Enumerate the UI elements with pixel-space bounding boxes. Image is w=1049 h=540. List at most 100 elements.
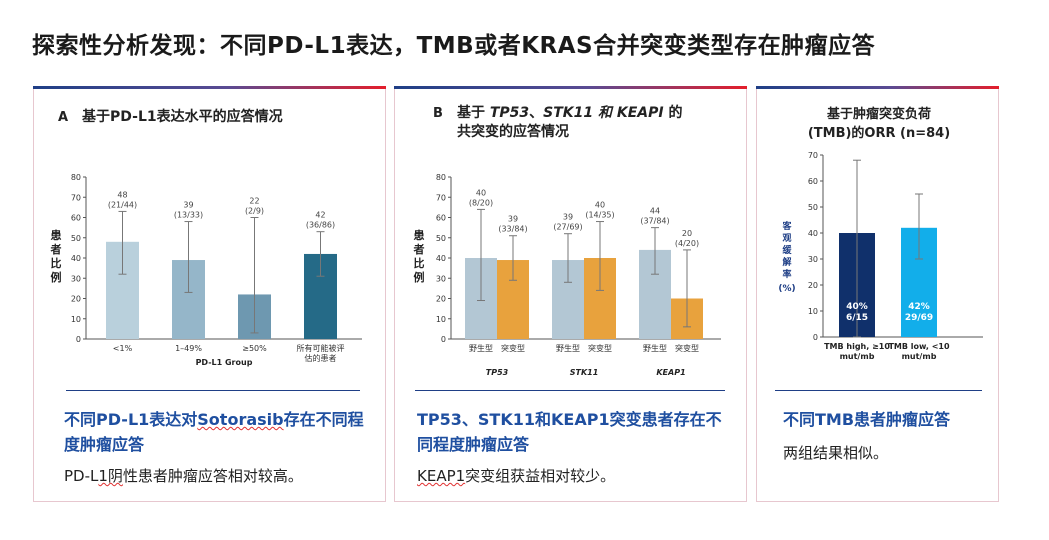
y-axis-label-char: 比 xyxy=(414,256,425,270)
chart-title-part: 、 xyxy=(529,105,543,121)
headline-drug-name: Sotorasib xyxy=(197,410,284,429)
x-tick-label: mut/mb xyxy=(902,352,937,361)
chart-title-line2: (TMB)的ORR (n=84) xyxy=(808,125,950,141)
x-tick-label: mut/mb xyxy=(840,352,875,361)
panel-top-bar xyxy=(394,86,747,89)
y-tick-label: 60 xyxy=(808,177,818,186)
chart-title: 基于肿瘤突变负荷 xyxy=(826,106,931,122)
chart-title-part: 基于 xyxy=(457,104,490,121)
x-subcategory-label: 野生型 xyxy=(469,343,493,353)
data-sublabel: (37/84) xyxy=(640,217,669,226)
data-sublabel: (2/9) xyxy=(245,207,264,216)
x-tick-label: TMB high, ≥10 xyxy=(824,342,890,351)
y-axis-label-char: 患 xyxy=(51,228,62,242)
x-group-label: STK11 xyxy=(570,368,599,377)
headline-text-tail: 存在不同程度肿瘤应答 xyxy=(64,410,364,454)
data-label: 20 xyxy=(682,229,692,238)
desc-text-tail: 性患者肿瘤应答相对较高。 xyxy=(122,467,303,485)
data-label: 39 xyxy=(508,215,518,224)
data-label: 40 xyxy=(595,201,605,210)
y-tick-label: 0 xyxy=(441,335,446,344)
panel-letter: A xyxy=(58,110,68,125)
panel-top-bar xyxy=(756,86,999,89)
panel-headline: 不同TMB患者肿瘤应答 xyxy=(783,407,983,432)
x-subcategory-label: 野生型 xyxy=(556,343,580,353)
x-subcategory-label: 突变型 xyxy=(588,343,612,353)
panel-comutation: B 基于 TP53、STK11 和 KEAPI 的共突变的应答情况患者比例 0 10 2… xyxy=(394,86,747,502)
y-tick-label: 80 xyxy=(71,173,81,182)
data-sublabel: 6/15 xyxy=(846,313,868,323)
data-label: 40 xyxy=(476,188,486,197)
y-axis-label-char: 客 xyxy=(781,220,792,232)
y-tick-label: 20 xyxy=(71,295,81,304)
panel-headline: 不同PD-L1表达对Sotorasib存在不同程度肿瘤应答 xyxy=(64,407,364,457)
data-sublabel: (36/86) xyxy=(306,221,335,230)
panel-top-bar xyxy=(33,86,386,89)
y-tick-label: 30 xyxy=(808,255,818,264)
chart-title-line2: 共突变的应答情况 xyxy=(457,123,569,140)
x-subcategory-label: 野生型 xyxy=(643,343,667,353)
y-tick-label: 40 xyxy=(808,229,818,238)
y-tick-label: 70 xyxy=(808,151,818,160)
panel-divider xyxy=(415,390,725,391)
headline-text: 不同PD-L1表达对 xyxy=(64,410,198,429)
chart-title: 基于 TP53、STK11 和 KEAPI 的 xyxy=(457,104,682,121)
comutation-response-chart: B 基于 TP53、STK11 和 KEAPI 的共突变的应答情况患者比例0102… xyxy=(413,104,721,377)
y-axis-label-char: 者 xyxy=(50,242,62,256)
data-label: 39 xyxy=(183,201,193,210)
panel-description: KEAP1突变组获益相对较少。 xyxy=(417,465,615,486)
x-subcategory-label: 突变型 xyxy=(501,343,525,353)
data-sublabel: (14/35) xyxy=(585,211,614,220)
y-tick-label: 10 xyxy=(436,315,446,324)
panel-divider xyxy=(66,390,360,391)
panel-divider xyxy=(775,390,982,391)
panel-letter: B xyxy=(433,106,443,121)
data-sublabel: (21/44) xyxy=(108,200,137,209)
y-tick-label: 20 xyxy=(436,295,446,304)
page-title: 探索性分析发现：不同PD-L1表达，TMB或者KRAS合并突变类型存在肿瘤应答 xyxy=(32,33,876,59)
y-axis-label-char: 观 xyxy=(782,233,791,244)
y-tick-label: 70 xyxy=(71,193,81,202)
x-tick-label: 所有可能被评 xyxy=(297,343,345,353)
data-sublabel: (8/20) xyxy=(469,198,493,207)
desc-text: PD-L xyxy=(64,467,99,485)
panel-headline: TP53、STK11和KEAP1突变患者存在不同程度肿瘤应答 xyxy=(417,407,732,457)
panel-tmb: 基于肿瘤突变负荷 (TMB)的ORR (n=84) 0 10 20 30 40 50 60 70 客… xyxy=(756,86,999,502)
chart-title-part: 的 xyxy=(664,104,683,121)
x-group-label: KEAP1 xyxy=(656,368,685,377)
chart-title-part: KEAPI xyxy=(617,105,664,121)
y-tick-label: 40 xyxy=(71,254,81,263)
x-subcategory-label: 突变型 xyxy=(675,343,699,353)
y-tick-label: 10 xyxy=(808,307,818,316)
y-tick-label: 50 xyxy=(808,203,818,212)
y-axis-label-char: 例 xyxy=(414,270,425,284)
desc-text: 两组结果相似。 xyxy=(783,444,889,462)
y-tick-label: 60 xyxy=(71,214,81,223)
x-tick-label: 估的患者 xyxy=(305,353,337,363)
data-label: 42% xyxy=(908,302,930,312)
desc-flagged-text: KEAP1 xyxy=(417,467,466,485)
panel-description: PD-L1阴性患者肿瘤应答相对较高。 xyxy=(64,465,303,486)
y-axis-label-char: 缓 xyxy=(782,244,792,256)
y-tick-label: 50 xyxy=(71,234,81,243)
y-tick-label: 20 xyxy=(808,281,818,290)
y-tick-label: 80 xyxy=(436,173,446,182)
data-label: 39 xyxy=(563,213,573,222)
data-sublabel: 29/69 xyxy=(905,313,933,323)
y-tick-label: 10 xyxy=(71,315,81,324)
y-tick-label: 70 xyxy=(436,193,446,202)
y-tick-label: 40 xyxy=(436,254,446,263)
desc-flagged-text: 1阴 xyxy=(98,467,123,485)
x-tick-label: <1% xyxy=(113,344,133,353)
y-axis-label-char: 比 xyxy=(51,256,62,270)
y-tick-label: 0 xyxy=(76,335,81,344)
chart-title-part: STK11 xyxy=(543,105,593,121)
y-tick-label: 50 xyxy=(436,234,446,243)
y-axis-label-char: 率 xyxy=(782,268,791,280)
x-tick-label: TMB low, <10 xyxy=(888,342,950,351)
x-tick-label: 1–49% xyxy=(175,344,202,353)
chart-title-part: 和 xyxy=(593,105,617,121)
tmb-orr-chart: 基于肿瘤突变负荷 (TMB)的ORR (n=84) 0 10 20 30 40 50 60 70 客… xyxy=(778,106,983,361)
desc-text-tail: 突变组获益相对较少。 xyxy=(465,467,616,485)
